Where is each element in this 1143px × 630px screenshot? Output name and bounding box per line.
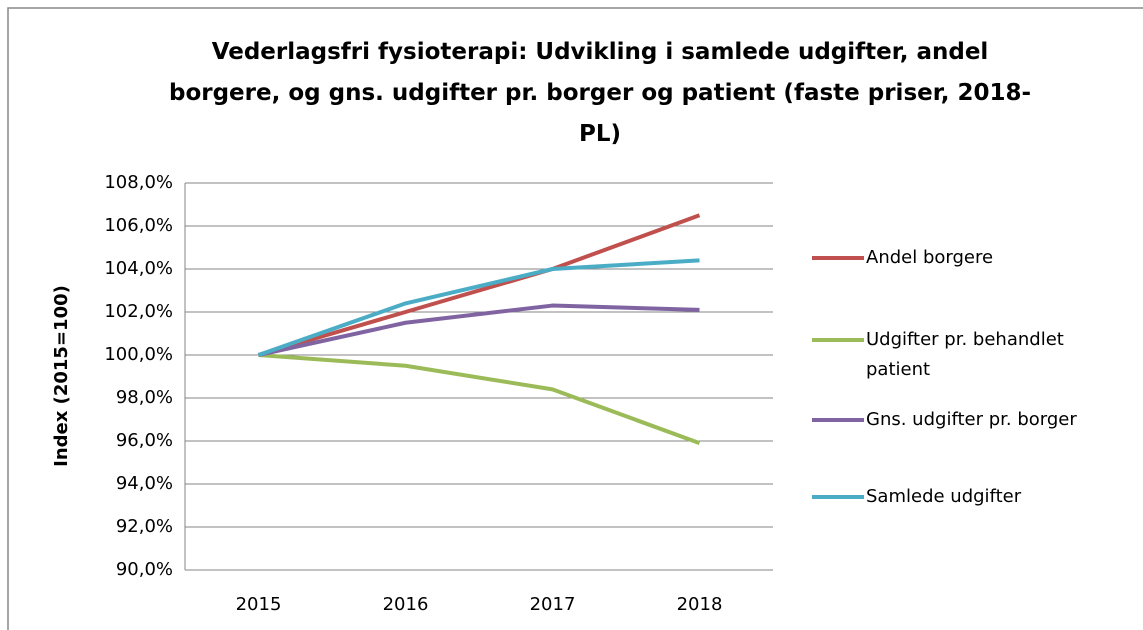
y-tick-label: 90,0% bbox=[116, 559, 173, 580]
y-tick-label: 96,0% bbox=[116, 430, 173, 451]
legend-label: Udgifter pr. behandlet patient bbox=[866, 329, 1064, 380]
y-tick-label: 102,0% bbox=[104, 301, 173, 322]
legend-label: Gns. udgifter pr. borger bbox=[866, 409, 1077, 430]
series-line bbox=[258, 303, 700, 357]
chart-title: Vederlagsfri fysioterapi: Udvikling i sa… bbox=[168, 39, 1032, 147]
x-tick-label: 2016 bbox=[383, 594, 429, 615]
legend-swatch bbox=[812, 256, 864, 260]
x-tick-label: 2018 bbox=[677, 594, 723, 615]
y-tick-label: 108,0% bbox=[104, 172, 173, 193]
legend-item: Samlede udgifter bbox=[812, 482, 1112, 512]
chart-border bbox=[7, 7, 1143, 630]
y-tick-label: 100,0% bbox=[104, 344, 173, 365]
y-tick-label: 104,0% bbox=[104, 258, 173, 279]
series-line bbox=[257, 258, 700, 357]
y-tick-label: 106,0% bbox=[104, 215, 173, 236]
legend-item: Gns. udgifter pr. borger bbox=[812, 405, 1112, 435]
x-tick-label: 2017 bbox=[530, 594, 576, 615]
legend-item: Andel borgere bbox=[812, 243, 1112, 273]
legend-label: Samlede udgifter bbox=[866, 486, 1022, 507]
y-tick-label: 92,0% bbox=[116, 516, 173, 537]
y-axis-label: Index (2015=100) bbox=[51, 285, 72, 467]
legend-swatch bbox=[812, 338, 864, 342]
legend-swatch bbox=[812, 495, 864, 499]
x-tick-label: 2015 bbox=[236, 594, 282, 615]
series-line bbox=[258, 353, 701, 446]
legend-swatch bbox=[812, 418, 864, 422]
y-tick-label: 94,0% bbox=[116, 473, 173, 494]
legend-item: Udgifter pr. behandlet patient bbox=[812, 325, 1112, 385]
legend-label: Andel borgere bbox=[866, 247, 994, 268]
y-tick-label: 98,0% bbox=[116, 387, 173, 408]
series-line bbox=[257, 213, 701, 357]
